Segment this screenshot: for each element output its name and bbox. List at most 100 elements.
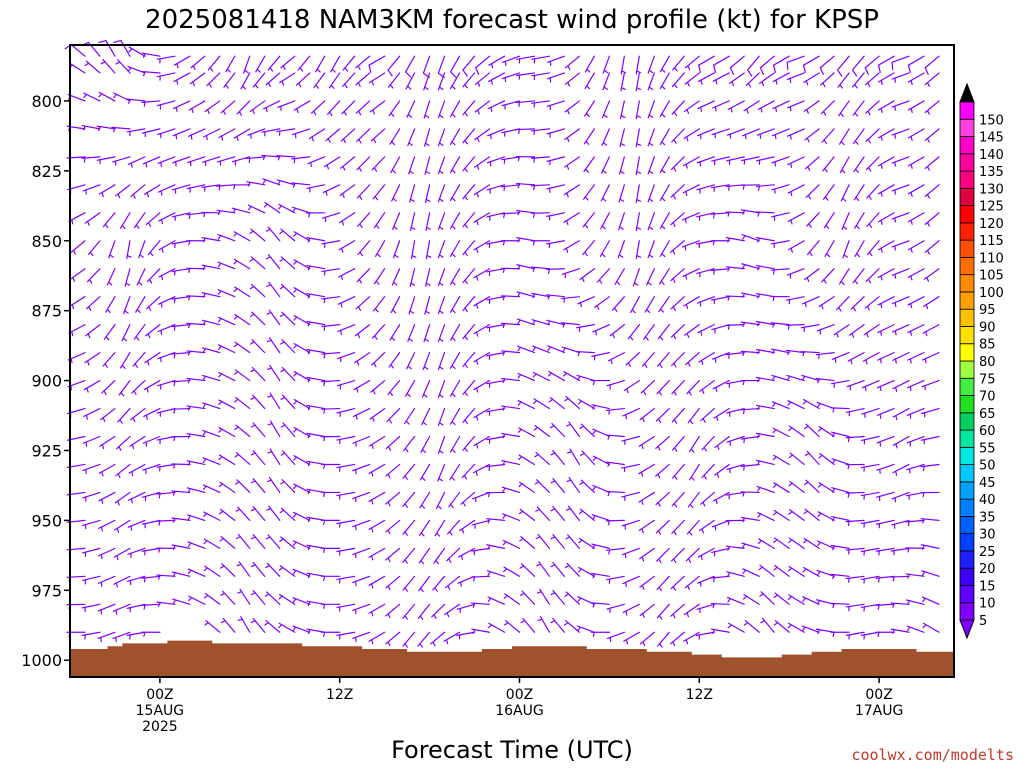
wind-barb [740, 516, 760, 523]
wind-barb [725, 491, 745, 500]
wind-barb [683, 631, 700, 645]
wind-barb [136, 268, 146, 286]
wind-barb [875, 519, 895, 529]
wind-barb [392, 240, 401, 259]
wind-barb [682, 212, 700, 224]
wind-barb [233, 128, 251, 142]
wind-barb [462, 435, 476, 452]
wind-barb [486, 570, 506, 577]
wind-barb [81, 575, 101, 585]
wind-barb [145, 296, 161, 311]
wind-barb [267, 420, 281, 438]
wind-barb [647, 156, 655, 175]
wind-barb [488, 622, 506, 633]
wind-barb [697, 100, 715, 112]
wind-barb [891, 491, 910, 503]
colorbar-bottom-triangle [959, 619, 975, 640]
wind-barb [234, 479, 251, 494]
wind-barb [417, 603, 431, 620]
wind-barb [515, 128, 536, 135]
wind-barb [710, 212, 730, 219]
wind-barb [560, 296, 581, 303]
wind-barb [410, 240, 417, 260]
wind-barb [122, 296, 131, 315]
wind-barb [890, 628, 910, 635]
wind-barb [803, 100, 820, 114]
wind-barb [156, 601, 176, 607]
wind-barb [421, 407, 431, 426]
wind-barb [712, 491, 730, 505]
wind-barb [462, 100, 476, 117]
wind-barb [670, 156, 685, 172]
wind-barb [306, 184, 326, 193]
wind-barb [806, 212, 820, 228]
wind-barb [579, 268, 596, 283]
y-tick-label: 800 [31, 92, 62, 111]
wind-barb [684, 324, 700, 338]
colorbar-label: 25 [979, 545, 996, 560]
wind-barb [449, 100, 461, 118]
wind-barb [726, 435, 745, 446]
wind-barb [368, 519, 386, 533]
wind-barb [297, 55, 311, 72]
wind-barb [655, 519, 670, 535]
colorbar-label: 55 [979, 441, 996, 456]
wind-barb [321, 463, 341, 470]
wind-barb [659, 128, 670, 146]
wind-barb [336, 631, 356, 640]
wind-barb [231, 184, 251, 190]
colorbar-label: 115 [979, 234, 1004, 249]
wind-barb [371, 156, 386, 172]
wind-barb [866, 212, 880, 229]
wind-barb [473, 212, 491, 226]
wind-barb [188, 595, 206, 605]
wind-barb [418, 547, 431, 565]
wind-barb [462, 379, 476, 397]
wind-barb [788, 425, 805, 438]
wind-barb [786, 374, 805, 382]
wind-barb [741, 156, 760, 165]
wind-barb [907, 55, 925, 73]
wind-barb [336, 519, 356, 528]
wind-barb [133, 324, 146, 341]
x-tick-label: 17AUG [855, 703, 904, 719]
wind-barb [293, 455, 311, 466]
wind-barb [321, 575, 341, 581]
wind-barb [726, 128, 745, 139]
plot-area [64, 39, 955, 678]
wind-barb [127, 156, 146, 168]
wind-barb [743, 100, 760, 114]
wind-barb [423, 324, 431, 343]
wind-barb [145, 324, 161, 339]
wind-barb [437, 156, 446, 175]
wind-barb [172, 100, 191, 112]
wind-barb [546, 128, 566, 138]
wind-barb [892, 463, 910, 476]
wind-barb [371, 324, 386, 340]
colorbar-swatch [959, 533, 975, 552]
wind-barb [388, 352, 401, 369]
wind-barb [143, 407, 161, 420]
wind-barb [204, 620, 221, 633]
wind-barb [920, 518, 940, 524]
wind-barb [240, 72, 251, 90]
wind-barb [355, 100, 371, 116]
wind-barb [250, 394, 266, 410]
x-tick-label: 16AUG [495, 703, 544, 719]
wind-barb [747, 55, 760, 77]
colorbar-top-triangle [959, 82, 975, 103]
wind-barb [462, 240, 476, 257]
x-tick-label: 12Z [326, 687, 353, 703]
wind-barb [713, 407, 730, 422]
wind-barb [563, 620, 581, 633]
wind-barb [368, 491, 386, 505]
wind-barb [852, 100, 865, 117]
wind-barb [144, 352, 161, 366]
wind-barb [685, 352, 700, 367]
wind-barb [186, 377, 206, 384]
wind-barb [278, 565, 296, 577]
wind-barb [425, 212, 431, 232]
wind-barb [804, 450, 820, 466]
wind-barb [860, 519, 880, 528]
wind-barb [389, 324, 401, 341]
